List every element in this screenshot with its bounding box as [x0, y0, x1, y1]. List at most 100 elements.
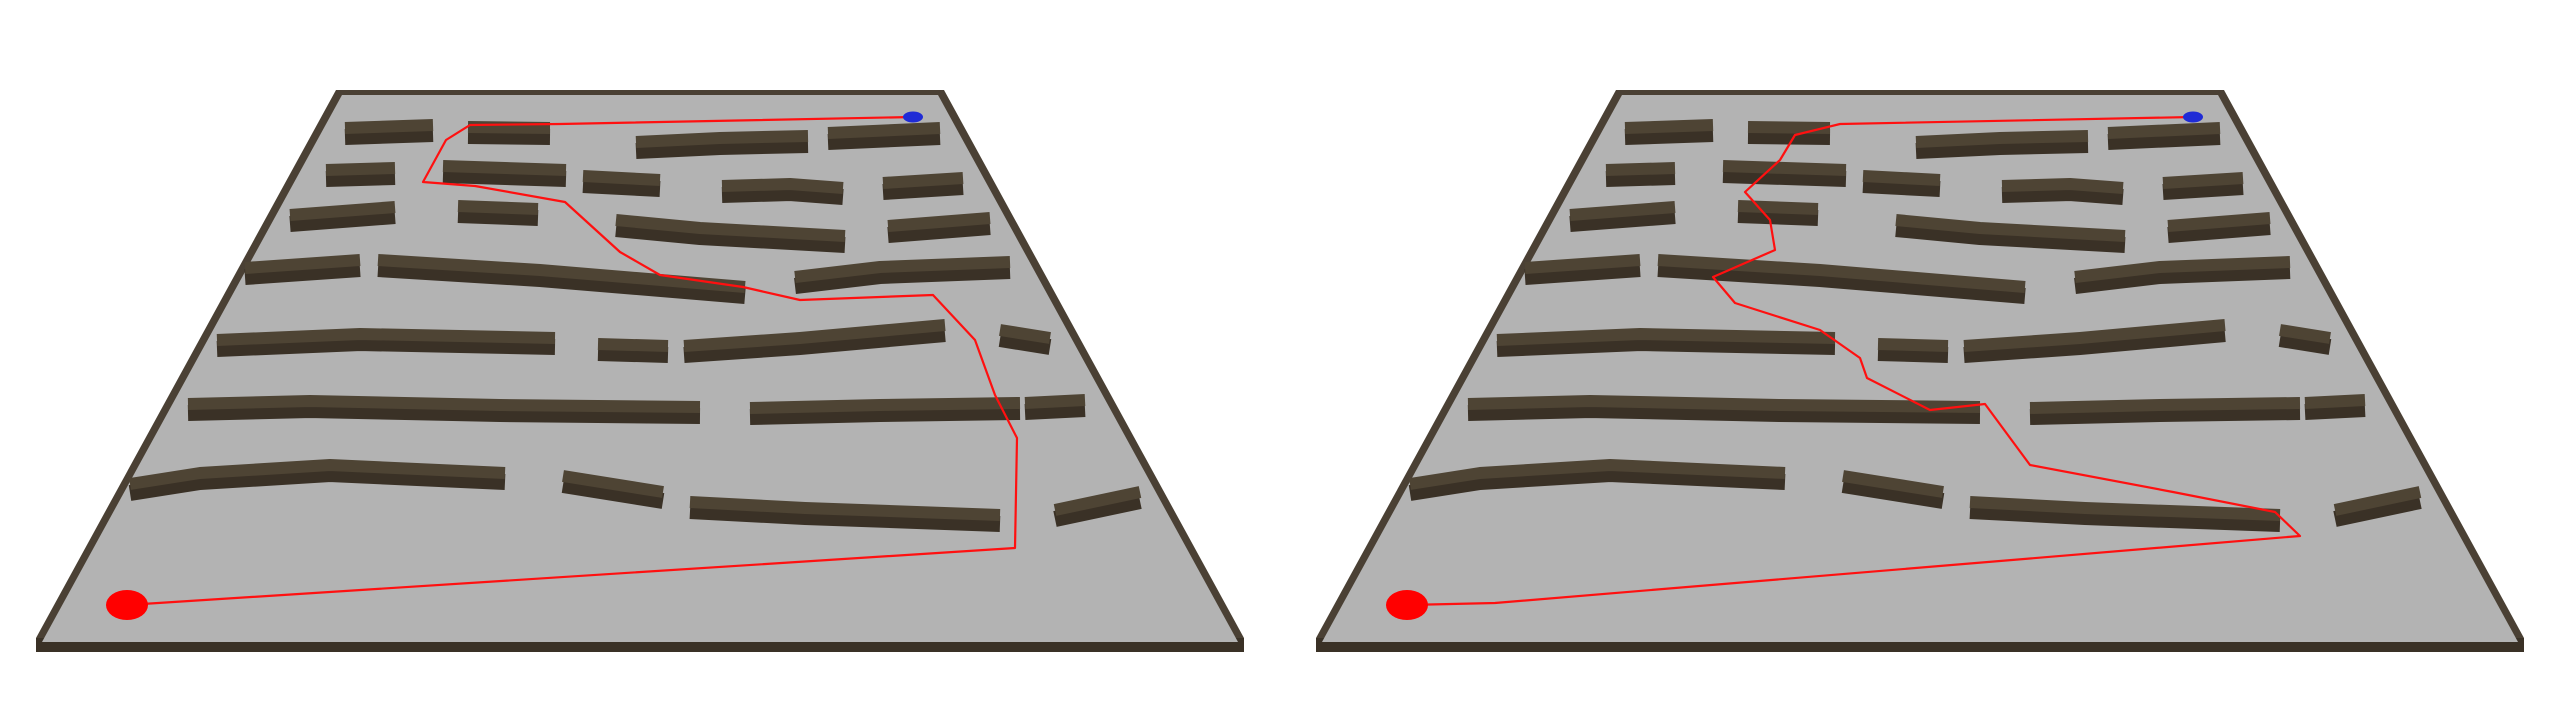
- maze-panel-left: [36, 90, 1244, 652]
- maze-wall: [887, 212, 991, 232]
- maze-wall-side: [1841, 477, 1945, 509]
- maze-wall-side: [827, 129, 941, 150]
- maze-wall-side: [467, 128, 551, 145]
- maze-wall-side: [2001, 185, 2124, 205]
- maze-wall: [1053, 486, 1142, 516]
- maze-wall-side: [1969, 503, 2281, 532]
- maze-wall: [2074, 256, 2291, 283]
- maze-wall: [1467, 395, 1981, 413]
- maze-wall: [635, 130, 809, 148]
- maze-wall: [721, 178, 844, 194]
- maze-wall-side: [1895, 221, 2126, 253]
- maze-wall-side: [635, 137, 809, 159]
- maze-wall-side: [887, 219, 991, 243]
- maze-wall-side: [2107, 129, 2221, 150]
- goal-marker: [2183, 111, 2203, 123]
- maze-wall-side: [689, 503, 1001, 532]
- maze-wall-side: [1524, 261, 1641, 285]
- maze-wall-side: [377, 261, 746, 304]
- maze-wall: [1915, 130, 2089, 148]
- solution-path: [126, 115, 1019, 607]
- maze-wall-side: [2162, 179, 2244, 200]
- maze-wall: [2107, 122, 2221, 139]
- maze-wall-side: [615, 221, 846, 253]
- maze-wall-side: [1408, 466, 1786, 501]
- maze-wall-side: [344, 126, 434, 145]
- maze-wall: [1722, 160, 1847, 176]
- maze-wall: [325, 162, 396, 176]
- maze-wall: [377, 254, 746, 293]
- maze-wall: [1963, 319, 2226, 352]
- maze-wall: [689, 496, 1001, 521]
- maze-wall-side: [998, 331, 1052, 355]
- maze-wall: [1624, 119, 1714, 134]
- maze-wall-side: [457, 207, 539, 226]
- maze-wall-side: [1737, 207, 1819, 226]
- maze-wall: [467, 121, 551, 134]
- maze-wall-side: [1963, 326, 2226, 363]
- maze-wall-side: [2167, 219, 2271, 243]
- maze-wall: [794, 256, 1011, 283]
- maze-wall-side: [2029, 404, 2301, 425]
- maze-wall: [289, 201, 396, 221]
- maze-wall: [457, 200, 539, 215]
- maze-wall-side: [561, 477, 665, 509]
- maze-wall-side: [128, 466, 506, 501]
- maze-wall-side: [187, 402, 701, 424]
- maze-wall: [1842, 470, 1944, 498]
- maze-wall-side: [1496, 335, 1836, 357]
- maze-wall: [999, 324, 1051, 344]
- maze-wall: [2333, 486, 2422, 516]
- solution-path: [1406, 115, 2302, 607]
- maze-wall-side: [1024, 401, 1086, 420]
- maze-wall: [683, 319, 946, 352]
- maze-wall: [1747, 121, 1831, 134]
- maze-wall-side: [1722, 167, 1847, 187]
- maze-wall-side: [794, 263, 1011, 294]
- maze-wall: [2001, 178, 2124, 194]
- maze-wall: [2279, 324, 2331, 344]
- maze-wall: [244, 254, 361, 274]
- maze-wall-side: [2278, 331, 2332, 355]
- maze-left-group: [36, 90, 1244, 652]
- maze-wall: [1862, 170, 1941, 186]
- maze-wall-side: [1747, 128, 1831, 145]
- maze-wall: [2029, 397, 2301, 414]
- maze-wall: [2162, 172, 2244, 189]
- maze-panel-right: [1280, 0, 2560, 720]
- maze-wall: [615, 214, 846, 242]
- maze-wall-side: [582, 177, 661, 197]
- maze-wall-side: [2304, 401, 2366, 420]
- maze-wall-side: [597, 345, 669, 363]
- maze-wall-side: [1862, 177, 1941, 197]
- maze-wall: [1524, 254, 1641, 274]
- maze-wall: [2304, 394, 2366, 409]
- start-marker: [1386, 590, 1428, 620]
- maze-right-group: [1316, 90, 2524, 652]
- maze-wall-side: [882, 179, 964, 200]
- maze-wall: [187, 395, 701, 413]
- maze-wall: [216, 328, 556, 346]
- maze-wall-side: [325, 169, 396, 187]
- maze-wall: [1496, 328, 1836, 346]
- maze-wall: [1605, 162, 1676, 176]
- maze-wall-side: [1569, 208, 1676, 232]
- maze-wall: [1877, 338, 1949, 352]
- maze-wall: [1737, 200, 1819, 215]
- maze-wall: [129, 459, 506, 490]
- maze-wall-side: [1624, 126, 1714, 145]
- maze-wall-side: [1467, 402, 1981, 424]
- maze-wall: [2167, 212, 2271, 232]
- maze-wall: [1409, 459, 1786, 490]
- maze-wall-side: [749, 404, 1021, 425]
- maze-wall-side: [1657, 261, 2026, 304]
- maze-wall: [344, 119, 434, 134]
- maze-wall-side: [289, 208, 396, 232]
- maze-wall-side: [2074, 263, 2291, 294]
- maze-wall-side: [216, 335, 556, 357]
- maze-wall: [827, 122, 941, 139]
- maze-wall: [882, 172, 964, 189]
- maze-wall: [1024, 394, 1086, 409]
- maze-wall: [749, 397, 1021, 414]
